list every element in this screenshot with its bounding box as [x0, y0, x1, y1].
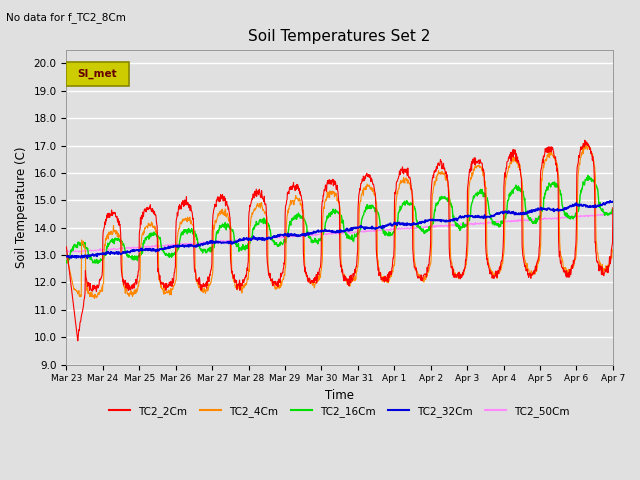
Y-axis label: Soil Temperature (C): Soil Temperature (C): [15, 146, 28, 268]
Text: SI_met: SI_met: [77, 69, 117, 79]
Text: No data for f_TC2_8Cm: No data for f_TC2_8Cm: [6, 12, 126, 23]
X-axis label: Time: Time: [325, 389, 354, 402]
Title: Soil Temperatures Set 2: Soil Temperatures Set 2: [248, 29, 431, 44]
FancyBboxPatch shape: [67, 62, 129, 86]
Legend: TC2_2Cm, TC2_4Cm, TC2_16Cm, TC2_32Cm, TC2_50Cm: TC2_2Cm, TC2_4Cm, TC2_16Cm, TC2_32Cm, TC…: [105, 401, 574, 420]
